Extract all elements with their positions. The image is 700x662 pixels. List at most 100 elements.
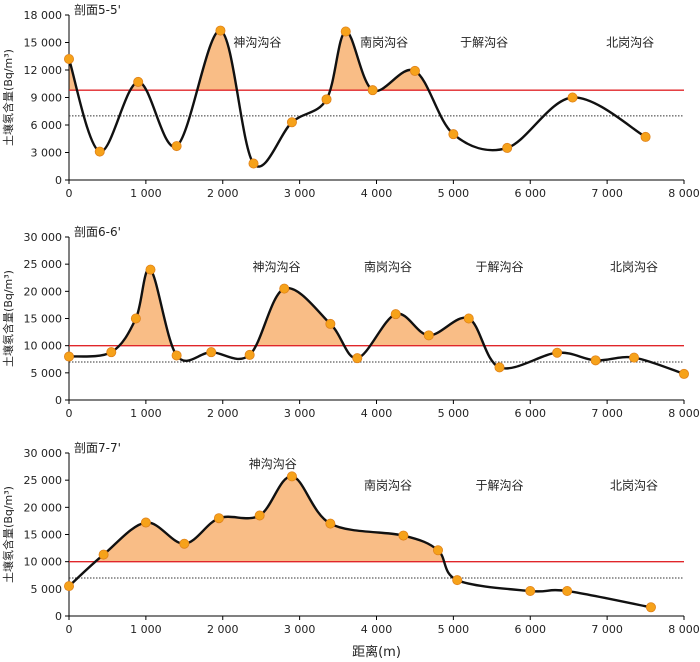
y-tick-label: 3 000 (31, 147, 63, 160)
x-tick-label: 5 000 (438, 407, 470, 420)
y-tick-label: 15 000 (24, 313, 63, 326)
data-point (325, 518, 336, 529)
x-tick-label: 5 000 (438, 623, 470, 636)
x-tick-label: 4 000 (361, 187, 393, 200)
valley-label: 神沟沟谷 (249, 457, 297, 471)
data-point (562, 586, 573, 597)
data-point (286, 117, 297, 128)
data-point (286, 471, 297, 482)
data-point (140, 517, 151, 528)
valley-label: 北岗沟谷 (610, 479, 658, 493)
anomaly-fill-area (95, 476, 445, 562)
x-tick-label: 3 000 (284, 407, 316, 420)
data-point (213, 513, 224, 524)
data-point (244, 349, 255, 360)
valley-label: 北岗沟谷 (610, 260, 658, 274)
valley-label: 于解沟谷 (475, 260, 523, 274)
valley-label: 神沟沟谷 (233, 36, 281, 50)
y-tick-label: 10 000 (24, 556, 63, 569)
data-point (321, 94, 332, 105)
x-tick-label: 4 000 (361, 407, 393, 420)
y-tick-label: 20 000 (24, 285, 63, 298)
y-tick-label: 5 000 (31, 367, 63, 380)
data-point (254, 510, 265, 521)
valley-label: 南岗沟谷 (364, 259, 412, 274)
y-tick-label: 15 000 (24, 529, 63, 542)
data-point (590, 355, 601, 366)
data-point (390, 309, 401, 320)
valley-label: 北岗沟谷 (606, 36, 654, 50)
data-point (325, 318, 336, 329)
data-point (64, 54, 75, 65)
y-tick-label: 0 (55, 610, 62, 623)
panel-title: 剖面5-5' (74, 3, 121, 17)
data-point (452, 575, 463, 586)
data-point (248, 158, 259, 169)
y-tick-label: 15 000 (24, 37, 63, 50)
data-point (525, 586, 536, 597)
y-tick-label: 25 000 (24, 474, 63, 487)
data-point (352, 353, 363, 364)
data-point (423, 330, 434, 341)
data-point (640, 131, 651, 142)
x-tick-label: 1 000 (130, 407, 162, 420)
data-point (567, 92, 578, 103)
panel-title: 剖面7-7' (74, 441, 121, 455)
x-tick-label: 7 000 (591, 407, 623, 420)
x-tick-label: 7 000 (591, 623, 623, 636)
y-tick-label: 6 000 (31, 119, 63, 132)
anomaly-fill-area (119, 269, 485, 346)
y-tick-label: 0 (55, 174, 62, 187)
x-tick-label: 0 (66, 187, 73, 200)
y-tick-label: 20 000 (24, 501, 63, 514)
data-point (502, 142, 513, 153)
data-point (145, 264, 156, 275)
series-line (67, 29, 647, 168)
data-point (171, 141, 182, 152)
data-point (206, 347, 217, 358)
x-axis-label: 距离(m) (352, 644, 401, 660)
data-point (279, 283, 290, 294)
y-tick-label: 12 000 (24, 64, 63, 77)
x-tick-label: 1 000 (130, 187, 162, 200)
x-tick-label: 0 (66, 623, 73, 636)
data-point (463, 313, 474, 324)
valley-label: 于解沟谷 (475, 479, 523, 493)
data-point (367, 85, 378, 96)
y-axis-label: 土壤氡含量(Bq/m³) (1, 486, 15, 583)
data-point (64, 351, 75, 362)
y-tick-label: 25 000 (24, 258, 63, 271)
data-point (645, 602, 656, 613)
panel-title: 剖面6-6' (74, 225, 121, 239)
data-point (106, 347, 117, 358)
y-tick-label: 10 000 (24, 340, 63, 353)
x-tick-label: 8 000 (668, 623, 700, 636)
x-tick-label: 2 000 (207, 187, 239, 200)
y-tick-label: 30 000 (24, 447, 63, 460)
x-tick-label: 0 (66, 407, 73, 420)
data-point (552, 347, 563, 358)
data-point (629, 352, 640, 363)
x-tick-label: 8 000 (668, 187, 700, 200)
chart-panel-3: 0 5 000 10 000 15 000 20 000 25 000 30 000 0 1 0… (1, 441, 700, 660)
data-point (130, 313, 141, 324)
y-tick-label: 30 000 (24, 231, 63, 244)
data-point (448, 129, 459, 140)
x-tick-label: 5 000 (438, 187, 470, 200)
chart-panel-1: 0 3 000 6 000 9 000 12 000 15 000 18 000 0 1 000… (1, 3, 700, 200)
x-tick-label: 2 000 (207, 623, 239, 636)
data-point (64, 581, 75, 592)
data-point (215, 25, 226, 36)
data-point (432, 545, 443, 556)
data-point (494, 362, 505, 373)
data-point (171, 350, 182, 361)
data-point (679, 368, 690, 379)
x-tick-label: 4 000 (361, 623, 393, 636)
y-tick-label: 18 000 (24, 9, 63, 22)
anomaly-fill-area (69, 30, 429, 91)
data-point (398, 530, 409, 541)
x-tick-label: 1 000 (130, 623, 162, 636)
x-tick-label: 6 000 (515, 407, 547, 420)
chart-panel-2: 0 5 000 10 000 15 000 20 000 25 000 30 000 0 1 0… (1, 225, 700, 420)
y-tick-label: 5 000 (31, 583, 63, 596)
